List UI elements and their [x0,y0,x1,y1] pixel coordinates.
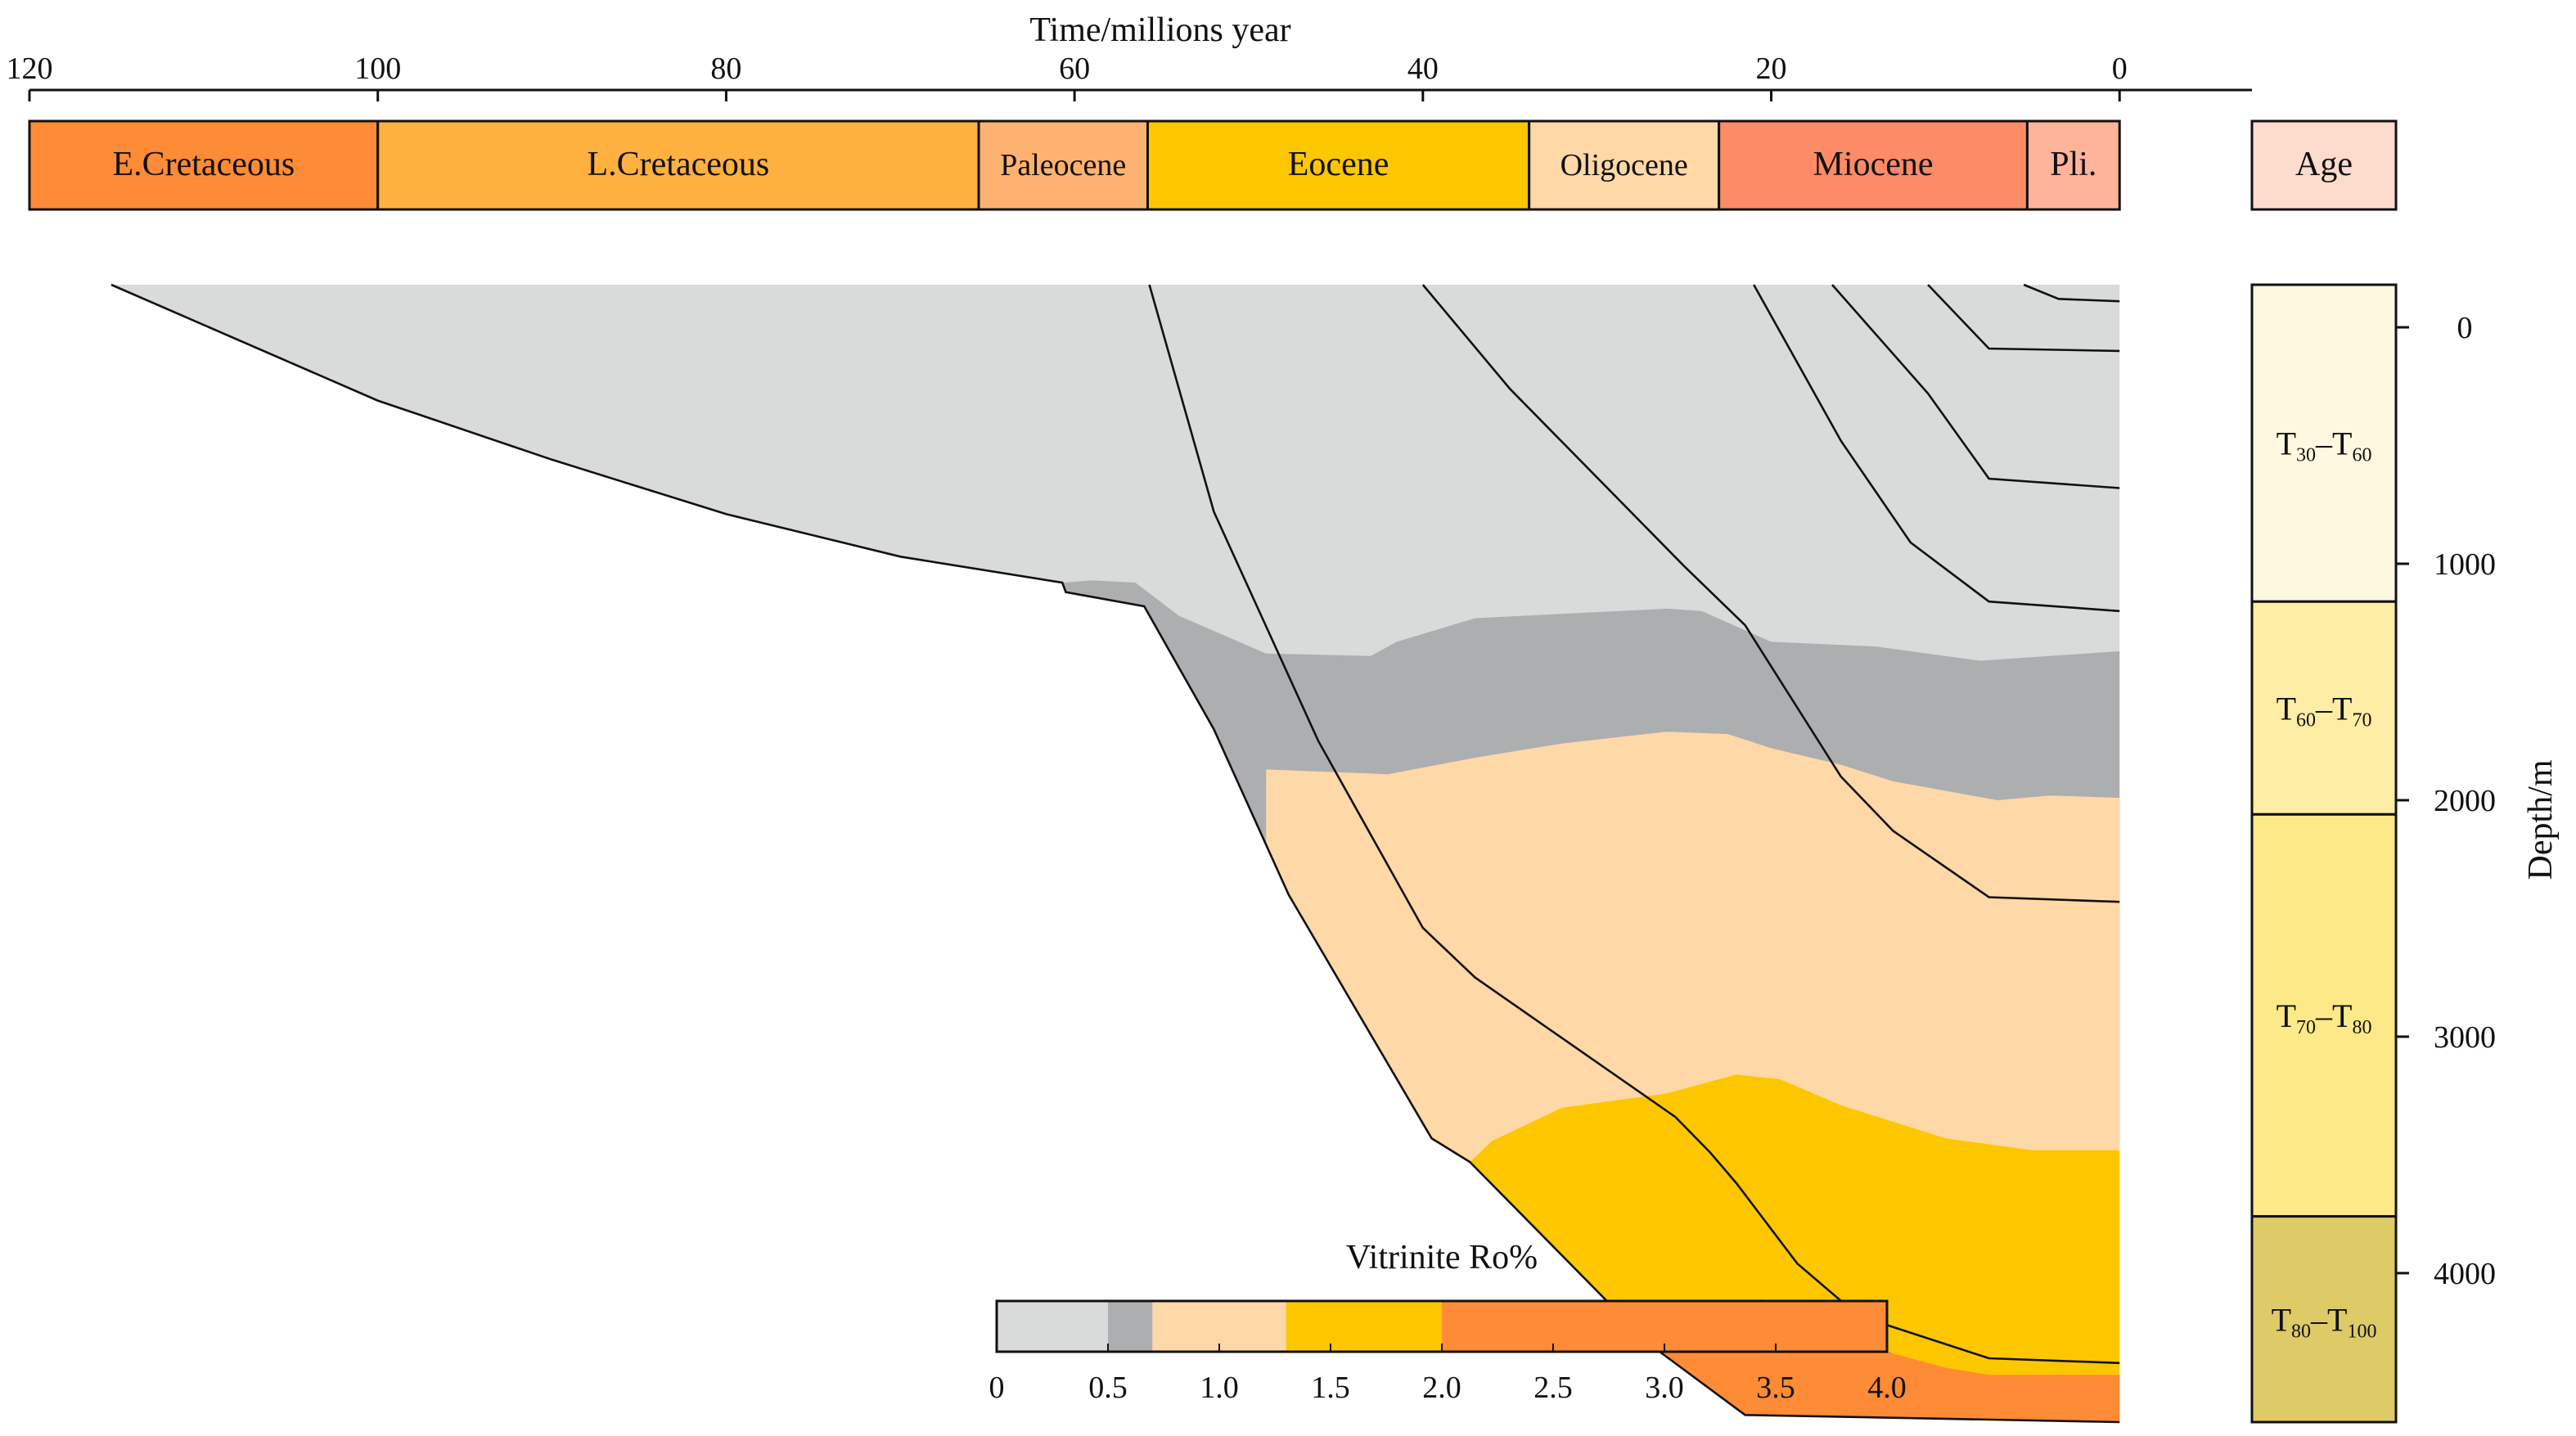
formation-cell [2250,600,2398,816]
period-label: Eocene [1288,146,1389,183]
age-cell-box [2250,119,2398,211]
colorbar-tick-label: 3.0 [1645,1371,1684,1405]
colorbar-tick-label: 0 [989,1371,1005,1405]
colorbar-tick-label: 3.5 [1756,1371,1795,1405]
ro-band-1.3-2 [1470,1074,2120,1422]
depth-tick-label: 2000 [2434,784,2496,818]
period-cell [1528,119,1721,211]
ro-colorbar: 0 0.5 1.0 1.5 2.0 2.5 3.0 3.5 4.0 [989,1299,1907,1405]
period-label: Miocene [1813,146,1934,183]
geologic-period-bar: E.Cretaceous L.Cretaceous Paleocene Eocene O… [28,119,2121,211]
period-cell [1718,119,2029,211]
burial-curve-T70 [1421,284,2120,903]
formation-label: T30–T60 [2277,425,2372,466]
colorbar-segment [997,1301,1108,1352]
depth-tick-label: 3000 [2434,1020,2496,1055]
period-cell [376,119,980,211]
burial-curve-T50 [1831,284,2120,489]
burial-curve-T40 [1927,284,2120,353]
formation-label-sub2: 70 [2352,709,2371,731]
formation-label-dash: – [2315,690,2333,727]
period-label: L.Cretaceous [588,146,770,183]
time-tick-label: 0 [2112,52,2128,86]
time-tick-label: 100 [354,52,401,86]
time-tick-label: 120 [7,52,53,86]
formation-label-dash: – [2310,1301,2328,1338]
formation-label-dash: – [2315,425,2333,462]
formation-label-label_main: T [2272,1301,2291,1338]
burial-curve-T60 [1753,284,2120,613]
time-tick-label: 60 [1059,52,1090,86]
burial-curve-T100 [110,283,2120,1424]
formation-label-label_main2: T [2327,1301,2347,1338]
colorbar-segment [1108,1301,1153,1352]
time-axis-ticks: 120 100 80 60 40 20 0 [7,52,2128,101]
formation-cell [2250,813,2398,1218]
formation-label: T70–T80 [2277,997,2372,1038]
formation-label-sub1: 30 [2296,445,2316,466]
formation-label: T80–T100 [2272,1301,2377,1342]
colorbar-title: Vitrinite Ro% [1346,1239,1538,1276]
formation-label-sub2: 60 [2352,445,2371,466]
colorbar-segment [1442,1301,1887,1352]
colorbar-tick-label: 2.0 [1422,1371,1461,1405]
depth-axis-ticks: 0 1000 2000 3000 4000 [2396,311,2496,1291]
x-axis-title: Time/millions year [1029,11,1290,49]
formation-label-label_main: T [2277,997,2296,1034]
formation-label-label_main2: T [2332,425,2352,462]
formation-label-label_main: T [2277,425,2296,462]
period-cell [2025,119,2121,211]
formation-label-sub2: 100 [2347,1321,2376,1342]
formation-label-label_main2: T [2332,690,2352,727]
colorbar-tick-label: 4.0 [1867,1371,1907,1405]
formation-label-dash: – [2315,997,2333,1034]
time-tick-label: 80 [710,52,741,86]
formation-label-label_main: T [2277,690,2296,727]
formation-label-sub1: 60 [2296,709,2316,731]
formation-cell [2250,283,2398,603]
colorbar-segment [1286,1301,1442,1352]
formation-label: T60–T70 [2277,690,2372,731]
colorbar-tick-label: 2.5 [1533,1371,1573,1405]
period-cell [1146,119,1531,211]
formation-label-sub2: 80 [2352,1017,2371,1038]
colorbar-tick-label: 1.5 [1311,1371,1350,1405]
depth-tick-label: 1000 [2434,547,2496,582]
age-cell-label: Age [2295,146,2353,183]
depth-tick-label: 4000 [2434,1257,2496,1291]
formation-label-sub1: 80 [2291,1321,2311,1342]
burial-curve-T30 [2023,283,2120,303]
colorbar-segment [1152,1301,1286,1352]
period-cell [28,119,380,211]
period-label: Paleocene [1000,148,1126,182]
period-label: E.Cretaceous [112,146,295,183]
age-cell: Age [2250,119,2398,211]
colorbar-tick-label: 0.5 [1088,1371,1128,1405]
plot-area [110,283,2120,1424]
time-tick-label: 20 [1756,52,1787,86]
y-axis-title: Depth/m [2522,759,2560,880]
period-cell [977,119,1150,211]
colorbar-tick-label: 1.0 [1200,1371,1239,1405]
formation-label-label_main2: T [2332,997,2352,1034]
formation-cell [2250,1215,2398,1424]
period-label: Oligocene [1560,148,1688,182]
period-label: Pli. [2050,146,2096,183]
time-tick-label: 40 [1407,52,1439,86]
depth-tick-label: 0 [2457,311,2473,345]
formation-label-sub1: 70 [2296,1017,2316,1038]
